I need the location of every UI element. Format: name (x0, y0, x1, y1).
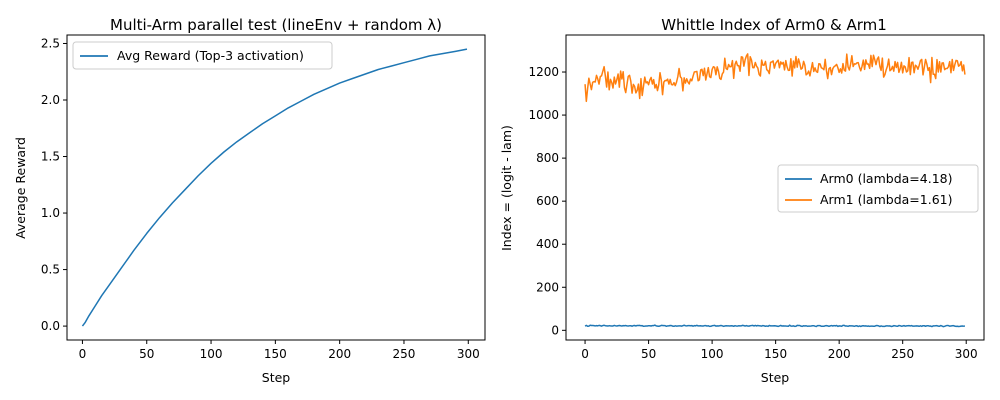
left-series-line-0 (81, 48, 468, 327)
right-plot-area (584, 53, 966, 328)
left-x-tick-label: 300 (457, 347, 480, 361)
left-plot-area (81, 48, 468, 327)
right-axes-frame (565, 34, 985, 341)
left-x-tick-label: 50 (139, 347, 154, 361)
right-x-tick-label: 0 (581, 347, 589, 361)
right-x-ticks: 0 50 100 150 200 250 300 (581, 340, 978, 361)
left-x-axis-label: Step (262, 370, 291, 385)
right-x-tick-label: 100 (701, 347, 724, 361)
right-y-tick-label: 200 (536, 280, 559, 294)
right-y-ticks: 0 200 400 600 800 1000 1200 (528, 65, 566, 337)
left-subplot: Multi-Arm parallel test (lineEnv + rando… (13, 16, 486, 385)
right-x-tick-label: 150 (764, 347, 787, 361)
right-series-line-0 (584, 324, 966, 328)
right-y-tick-label: 600 (536, 194, 559, 208)
right-x-tick-label: 200 (828, 347, 851, 361)
right-x-tick-label: 50 (641, 347, 656, 361)
right-legend-label-0: Arm0 (lambda=4.18) (820, 171, 952, 186)
left-x-tick-label: 0 (79, 347, 87, 361)
left-legend-label-0: Avg Reward (Top-3 activation) (117, 48, 304, 63)
left-x-tick-label: 250 (393, 347, 416, 361)
left-y-tick-label: 1.5 (41, 150, 60, 164)
left-x-tick-label: 100 (200, 347, 223, 361)
left-legend-box (72, 41, 333, 70)
right-subplot: Whittle Index of Arm0 & Arm1 Step Index … (499, 16, 985, 385)
right-y-tick-label: 800 (536, 151, 559, 165)
right-y-tick-label: 0 (551, 323, 559, 337)
left-y-tick-label: 0.0 (41, 319, 60, 333)
left-y-tick-label: 2.5 (41, 36, 60, 50)
left-y-tick-label: 0.5 (41, 263, 60, 277)
right-x-tick-label: 250 (891, 347, 914, 361)
left-y-axis-label: Average Reward (13, 137, 28, 239)
right-x-tick-label: 300 (955, 347, 978, 361)
left-y-ticks: 0.0 0.5 1.0 1.5 2.0 2.5 (41, 36, 67, 333)
left-x-ticks: 0 50 100 150 200 250 300 (79, 340, 480, 361)
left-axes-frame (66, 34, 486, 341)
right-legend-box (777, 164, 979, 213)
left-y-tick-label: 1.0 (41, 206, 60, 220)
left-y-tick-label: 2.0 (41, 93, 60, 107)
right-x-axis-label: Step (761, 370, 790, 385)
left-legend: Avg Reward (Top-3 activation) (72, 41, 333, 70)
right-series-line-1 (584, 53, 966, 103)
left-x-tick-label: 150 (264, 347, 287, 361)
left-x-tick-label: 200 (328, 347, 351, 361)
right-y-tick-label: 400 (536, 237, 559, 251)
right-y-tick-label: 1200 (528, 65, 559, 79)
right-y-tick-label: 1000 (528, 108, 559, 122)
right-chart-title: Whittle Index of Arm0 & Arm1 (661, 16, 887, 34)
right-y-axis-label: Index = (logit - lam) (499, 125, 514, 251)
right-legend: Arm0 (lambda=4.18) Arm1 (lambda=1.61) (777, 164, 979, 213)
left-chart-title: Multi-Arm parallel test (lineEnv + rando… (110, 16, 442, 34)
right-legend-label-1: Arm1 (lambda=1.61) (820, 192, 952, 207)
